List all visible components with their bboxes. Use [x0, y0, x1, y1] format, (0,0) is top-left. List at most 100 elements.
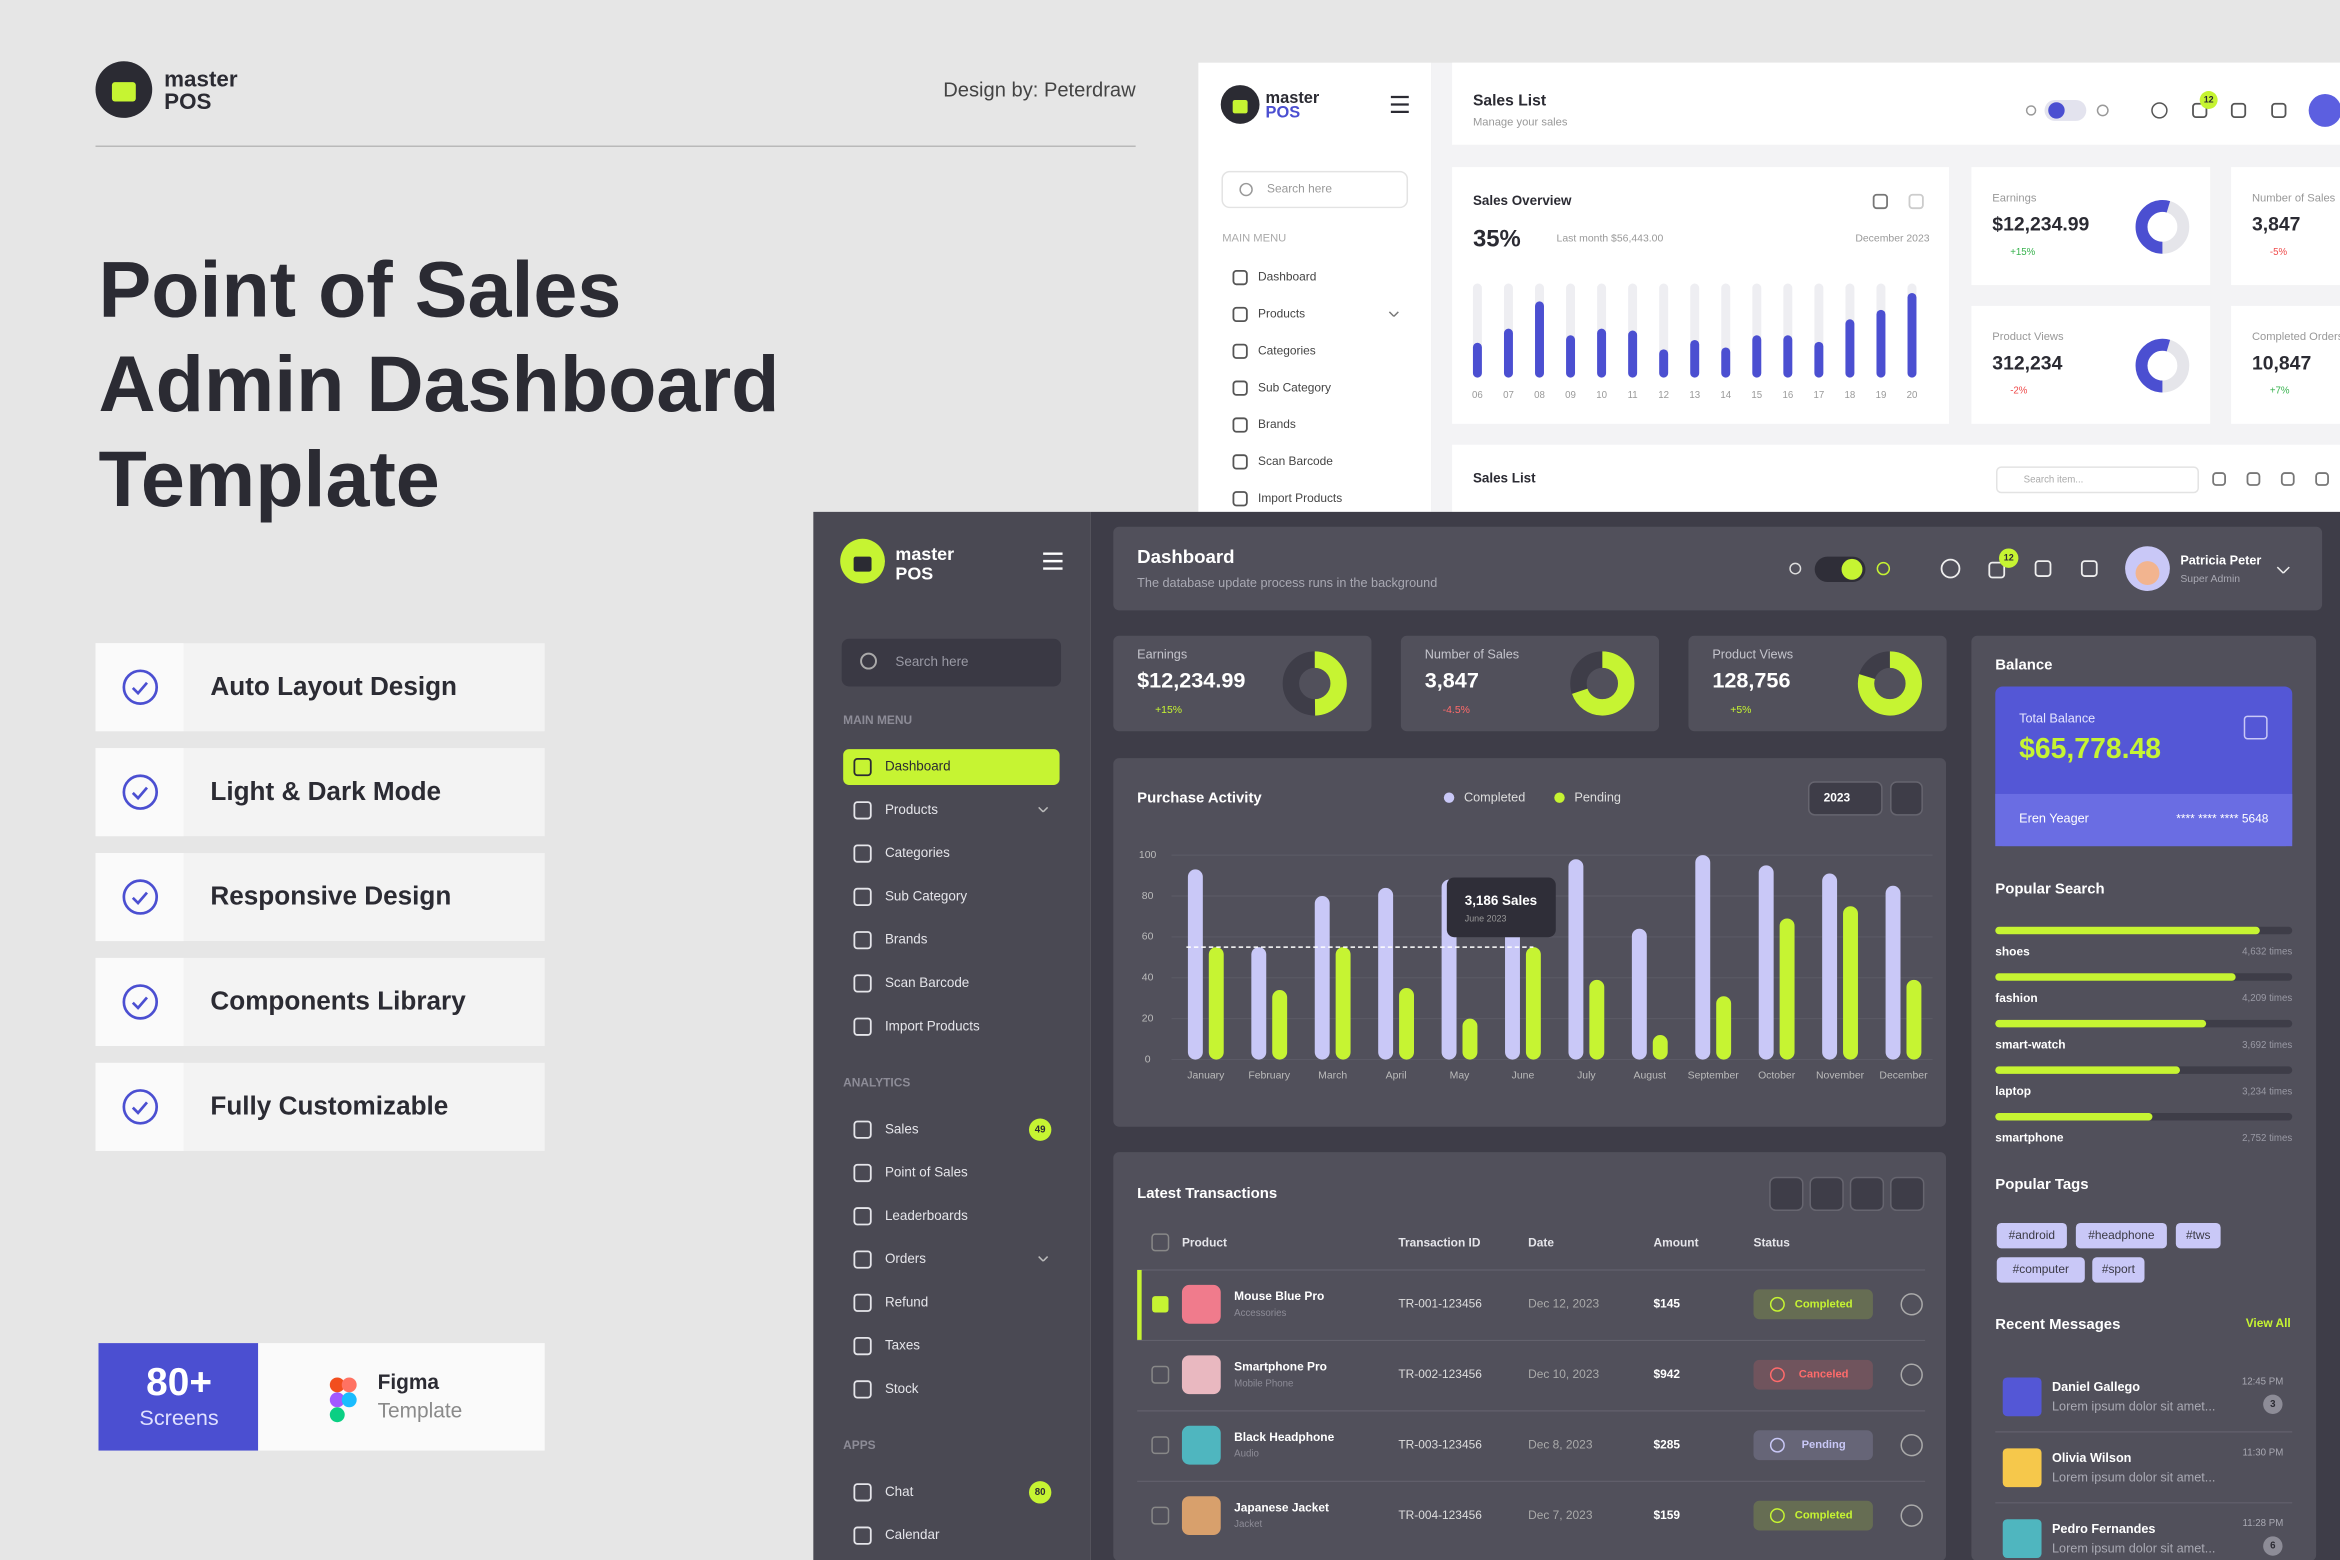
- tag-label[interactable]: #headphone: [2088, 1228, 2155, 1242]
- icon[interactable]: [853, 1250, 872, 1269]
- menu-item-active[interactable]: [843, 749, 1060, 785]
- menu-item[interactable]: Brands: [1258, 417, 1296, 431]
- menu-item[interactable]: Import Products: [885, 1018, 980, 1033]
- menu-item[interactable]: Products: [885, 802, 938, 817]
- row-menu[interactable]: [1900, 1363, 1923, 1386]
- menu-item[interactable]: Refund: [885, 1294, 928, 1309]
- checkbox[interactable]: [1151, 1506, 1170, 1525]
- menu-item[interactable]: Import Products: [1258, 491, 1342, 505]
- icon[interactable]: [853, 1483, 872, 1502]
- table-action[interactable]: [1769, 1176, 1804, 1212]
- tag[interactable]: [1996, 1257, 2085, 1283]
- menu-item[interactable]: Sub Category: [885, 888, 967, 903]
- view-all-link[interactable]: View All: [2246, 1316, 2291, 1330]
- icon[interactable]: [853, 1336, 872, 1356]
- menu-item[interactable]: Scan Barcode: [885, 975, 969, 990]
- search-placeholder[interactable]: Search here: [895, 654, 968, 669]
- menu-badge-count: 49: [1035, 1124, 1046, 1135]
- checkbox[interactable]: [1151, 1436, 1170, 1455]
- row-menu[interactable]: [1900, 1504, 1923, 1527]
- icon[interactable]: [853, 887, 872, 907]
- checkbox[interactable]: [1151, 1365, 1170, 1384]
- menu-item[interactable]: Orders: [885, 1251, 926, 1266]
- icon[interactable]: [853, 974, 872, 993]
- headline: Template: [98, 434, 439, 523]
- icon[interactable]: [1908, 193, 1924, 210]
- icon[interactable]: [853, 1380, 872, 1399]
- table-action[interactable]: [1890, 1176, 1925, 1212]
- tag[interactable]: [2092, 1257, 2145, 1283]
- row-menu[interactable]: [1900, 1293, 1923, 1316]
- menu-item[interactable]: Leaderboards: [885, 1208, 968, 1223]
- icon[interactable]: [853, 1526, 872, 1545]
- icon[interactable]: [853, 1293, 872, 1312]
- legend-label: Pending: [1574, 791, 1621, 805]
- menu-item[interactable]: Stock: [885, 1381, 919, 1396]
- icon[interactable]: [2230, 102, 2247, 119]
- menu-item[interactable]: Categories: [1258, 343, 1316, 357]
- icon[interactable]: [1988, 561, 2006, 579]
- menu-item[interactable]: Point of Sales: [885, 1165, 968, 1180]
- icon[interactable]: [1872, 193, 1888, 210]
- table-card: [1113, 1152, 1947, 1560]
- brand-name: master: [1266, 89, 1320, 107]
- menu-item[interactable]: Scan Barcode: [1258, 454, 1333, 468]
- checkbox[interactable]: [1151, 1233, 1170, 1252]
- icon[interactable]: [853, 844, 872, 863]
- year-dropdown[interactable]: [1807, 781, 1883, 816]
- menu-item[interactable]: Chat: [885, 1484, 914, 1499]
- icon[interactable]: [853, 931, 872, 950]
- tag[interactable]: [1996, 1222, 2067, 1249]
- tag-label[interactable]: #computer: [2013, 1262, 2069, 1276]
- product-name: Smartphone Pro: [1234, 1359, 1327, 1373]
- tag[interactable]: [2175, 1222, 2221, 1249]
- submenu-chevron: [1038, 806, 1044, 813]
- tag-label[interactable]: #tws: [2186, 1228, 2211, 1242]
- menu-item[interactable]: Calendar: [885, 1527, 940, 1542]
- menu-item[interactable]: Sales: [885, 1121, 919, 1136]
- icon[interactable]: [853, 1207, 872, 1226]
- icon[interactable]: [853, 757, 872, 777]
- search-placeholder[interactable]: Search item...: [2024, 474, 2084, 485]
- icon[interactable]: [853, 1163, 872, 1183]
- table-action[interactable]: [1809, 1176, 1844, 1212]
- more-button[interactable]: [1890, 781, 1923, 816]
- icon[interactable]: [2271, 102, 2287, 119]
- search-bar: [1995, 1019, 2207, 1028]
- icon[interactable]: [853, 1017, 872, 1036]
- message-preview: Lorem ipsum dolor sit amet...: [2052, 1541, 2215, 1555]
- icon: [1232, 306, 1248, 323]
- icon[interactable]: [2034, 560, 2052, 577]
- menu-item[interactable]: Sub Category: [1258, 380, 1331, 394]
- menu-item[interactable]: Taxes: [885, 1338, 920, 1353]
- menu-item[interactable]: Products: [1258, 307, 1305, 321]
- icon[interactable]: [2212, 472, 2226, 486]
- check-icon: [122, 1089, 159, 1125]
- search-placeholder[interactable]: Search here: [1267, 182, 1332, 196]
- menu-item[interactable]: Dashboard: [885, 759, 951, 774]
- credit: Design by: Peterdraw: [943, 79, 1136, 101]
- dropdown-value[interactable]: 2023: [1824, 791, 1851, 805]
- tag-label[interactable]: #sport: [2102, 1262, 2136, 1276]
- icon[interactable]: [853, 1120, 872, 1139]
- icon[interactable]: [2280, 472, 2295, 486]
- menu-item[interactable]: Brands: [885, 932, 928, 947]
- icon[interactable]: [2315, 472, 2329, 486]
- icon[interactable]: [2246, 472, 2261, 486]
- search-bar: [1995, 1112, 2153, 1121]
- table-action[interactable]: [1849, 1176, 1885, 1212]
- brand-name: master: [164, 66, 238, 91]
- menu-item[interactable]: Dashboard: [1258, 270, 1316, 284]
- icon[interactable]: [2080, 560, 2098, 577]
- product-category: Accessories: [1234, 1308, 1286, 1319]
- icon[interactable]: [2192, 102, 2208, 119]
- tag-label[interactable]: #android: [2009, 1228, 2055, 1242]
- menu-item[interactable]: Categories: [885, 845, 950, 860]
- transaction-amount: $145: [1654, 1296, 1681, 1310]
- search-box[interactable]: [841, 638, 1062, 687]
- tag[interactable]: [2075, 1222, 2167, 1249]
- row-menu[interactable]: [1900, 1433, 1923, 1457]
- checkbox[interactable]: [1152, 1296, 1169, 1313]
- card-menu[interactable]: [2243, 715, 2268, 740]
- icon[interactable]: [853, 801, 872, 820]
